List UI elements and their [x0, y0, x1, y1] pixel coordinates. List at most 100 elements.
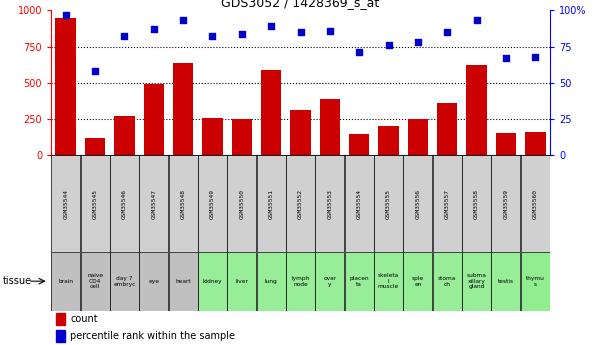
Bar: [286, 155, 315, 252]
Point: [413, 39, 423, 45]
Bar: [227, 252, 257, 310]
Text: GSM35557: GSM35557: [445, 189, 450, 218]
Bar: [51, 155, 81, 252]
Point: [120, 34, 129, 39]
Text: testis: testis: [498, 279, 514, 284]
Bar: [316, 155, 344, 252]
Bar: [231, 119, 252, 155]
Text: GSM35552: GSM35552: [298, 189, 303, 218]
Bar: [496, 133, 516, 155]
Text: GSM35558: GSM35558: [474, 189, 479, 218]
Title: GDS3052 / 1428369_s_at: GDS3052 / 1428369_s_at: [221, 0, 380, 9]
Point: [442, 29, 452, 35]
Text: kidney: kidney: [203, 279, 222, 284]
Bar: [257, 155, 285, 252]
Text: lymph
node: lymph node: [291, 276, 310, 287]
Point: [237, 31, 246, 36]
Point: [266, 23, 276, 29]
Bar: [344, 155, 374, 252]
Text: eye: eye: [148, 279, 159, 284]
Text: lung: lung: [265, 279, 278, 284]
Text: GSM35556: GSM35556: [415, 189, 420, 218]
Text: subma
xillary
gland: subma xillary gland: [466, 273, 487, 289]
Text: skeleta
l
muscle: skeleta l muscle: [378, 273, 399, 289]
Text: sple
en: sple en: [412, 276, 424, 287]
Bar: [525, 132, 546, 155]
Bar: [462, 155, 491, 252]
Text: GSM35555: GSM35555: [386, 189, 391, 218]
Point: [178, 18, 188, 23]
Bar: [139, 155, 168, 252]
Bar: [81, 155, 109, 252]
Point: [355, 50, 364, 55]
Bar: [173, 62, 194, 155]
Text: tissue: tissue: [3, 276, 32, 286]
Bar: [110, 155, 139, 252]
Point: [501, 56, 511, 61]
Point: [149, 27, 159, 32]
Text: placen
ta: placen ta: [349, 276, 369, 287]
Bar: [81, 252, 109, 310]
Bar: [433, 155, 462, 252]
Bar: [520, 155, 550, 252]
Bar: [286, 252, 315, 310]
Point: [383, 42, 393, 48]
Bar: [227, 155, 257, 252]
Text: thymu
s: thymu s: [526, 276, 545, 287]
Bar: [257, 252, 285, 310]
Text: stoma
ch: stoma ch: [438, 276, 456, 287]
Bar: [114, 116, 135, 155]
Point: [90, 68, 100, 74]
Text: GSM35548: GSM35548: [181, 189, 186, 218]
Point: [208, 34, 218, 39]
Text: GSM35551: GSM35551: [269, 189, 273, 218]
Bar: [374, 252, 403, 310]
Bar: [290, 110, 311, 155]
Bar: [198, 155, 227, 252]
Bar: [407, 119, 428, 155]
Text: GSM35559: GSM35559: [504, 189, 508, 218]
Text: GSM35560: GSM35560: [532, 189, 538, 218]
Point: [472, 18, 481, 23]
Text: GSM35553: GSM35553: [328, 189, 332, 218]
Text: naive
CD4
cell: naive CD4 cell: [87, 273, 103, 289]
Bar: [520, 252, 550, 310]
Text: GSM35546: GSM35546: [122, 189, 127, 218]
Text: GSM35550: GSM35550: [239, 189, 245, 218]
Bar: [56, 313, 65, 325]
Bar: [374, 155, 403, 252]
Text: day 7
embryc: day 7 embryc: [113, 276, 136, 287]
Bar: [492, 155, 520, 252]
Bar: [261, 70, 281, 155]
Bar: [169, 252, 198, 310]
Bar: [316, 252, 344, 310]
Text: percentile rank within the sample: percentile rank within the sample: [70, 332, 235, 341]
Bar: [202, 118, 223, 155]
Bar: [466, 66, 487, 155]
Text: GSM35547: GSM35547: [151, 189, 156, 218]
Bar: [462, 252, 491, 310]
Bar: [51, 252, 81, 310]
Bar: [110, 252, 139, 310]
Bar: [349, 134, 370, 155]
Bar: [437, 103, 457, 155]
Bar: [320, 99, 340, 155]
Point: [296, 29, 305, 35]
Text: heart: heart: [175, 279, 191, 284]
Text: GSM35549: GSM35549: [210, 189, 215, 218]
Text: ovar
y: ovar y: [323, 276, 337, 287]
Bar: [344, 252, 374, 310]
Text: GSM35545: GSM35545: [93, 189, 97, 218]
Text: count: count: [70, 314, 98, 324]
Bar: [169, 155, 198, 252]
Bar: [433, 252, 462, 310]
Bar: [85, 138, 105, 155]
Text: GSM35554: GSM35554: [356, 189, 362, 218]
Bar: [198, 252, 227, 310]
Point: [531, 54, 540, 59]
Bar: [144, 84, 164, 155]
Bar: [139, 252, 168, 310]
Bar: [403, 252, 432, 310]
Bar: [55, 18, 76, 155]
Bar: [492, 252, 520, 310]
